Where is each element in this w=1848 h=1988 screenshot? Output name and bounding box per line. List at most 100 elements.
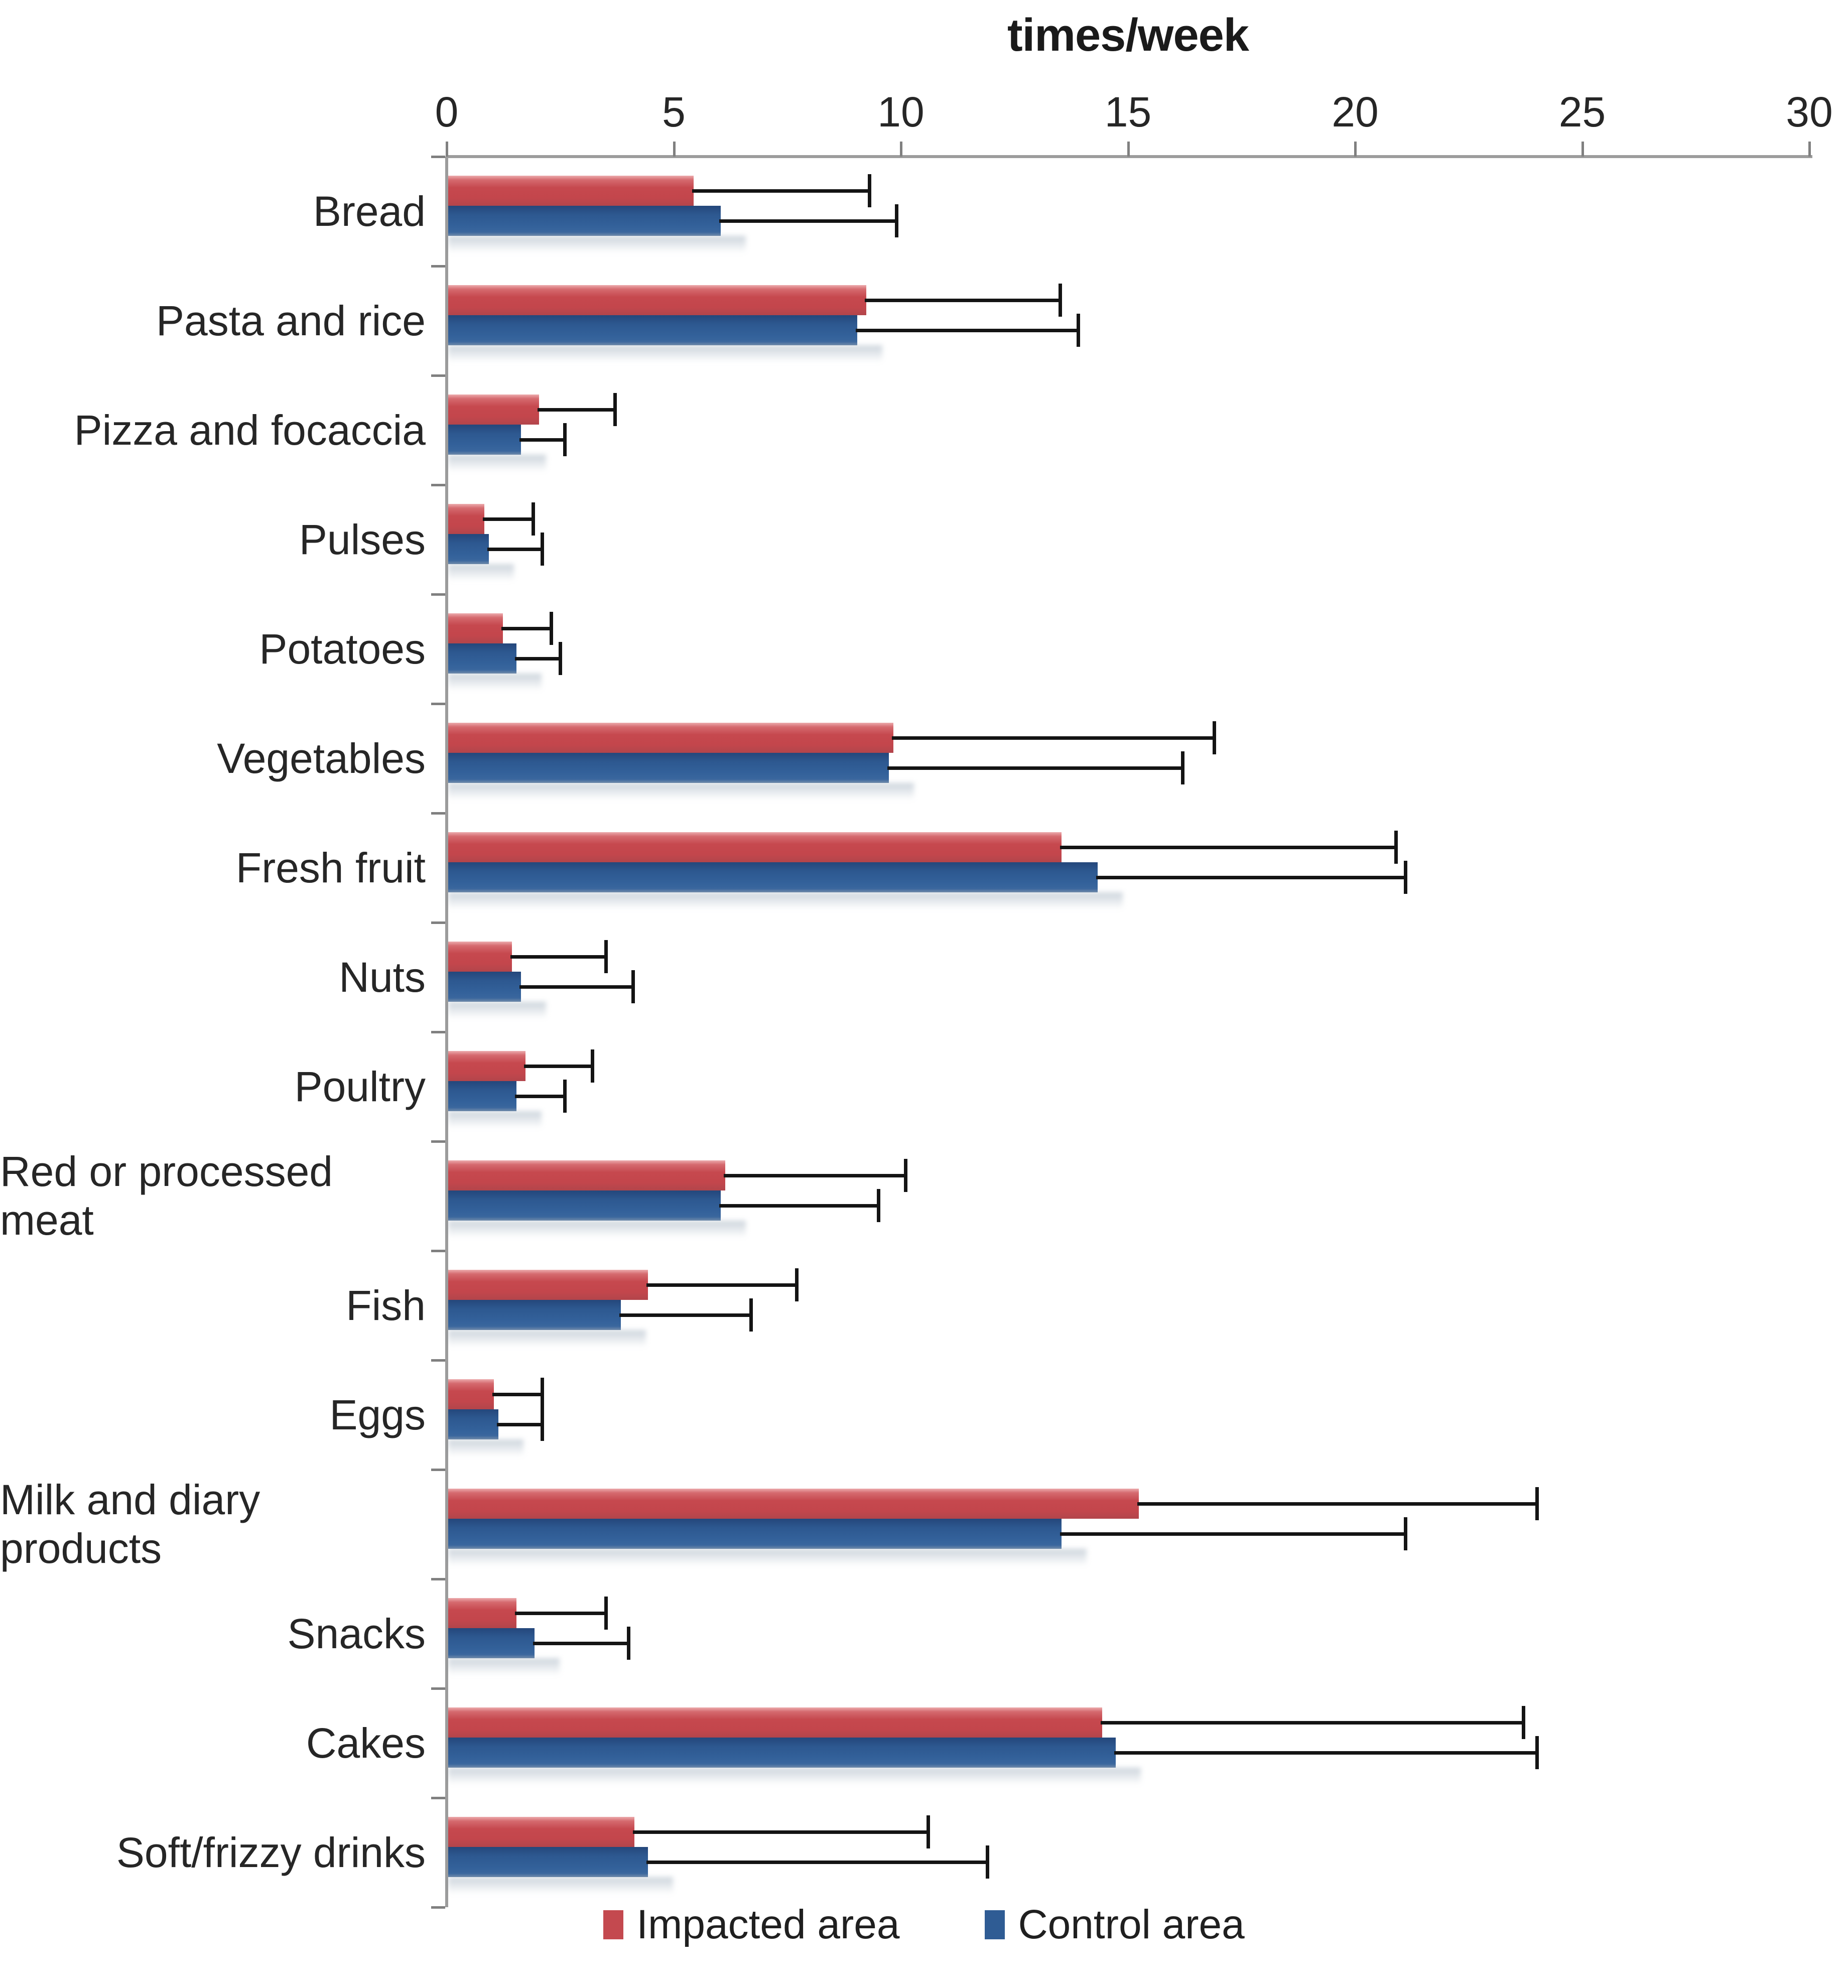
x-tick-label: 15 bbox=[1104, 88, 1152, 136]
control-area-bar bbox=[448, 1847, 648, 1877]
y-axis-tick bbox=[431, 156, 445, 158]
control-area-swatch bbox=[985, 1910, 1005, 1939]
y-axis-tick bbox=[431, 921, 445, 924]
control-area-bar bbox=[448, 753, 889, 783]
legend-label-control: Control area bbox=[1018, 1902, 1245, 1947]
impacted-area-bar bbox=[448, 1160, 726, 1190]
error-bar-cap bbox=[927, 1815, 931, 1848]
impacted-area-bar bbox=[448, 1817, 635, 1847]
impacted-area-bar bbox=[448, 832, 1062, 862]
error-bar-line bbox=[719, 1204, 878, 1208]
bar-shadow bbox=[448, 1439, 523, 1456]
y-axis-tick bbox=[431, 1906, 445, 1909]
error-bar-line bbox=[523, 1065, 592, 1068]
error-bar-cap bbox=[613, 393, 617, 426]
legend-label-impacted: Impacted area bbox=[636, 1902, 900, 1947]
category-label: Fresh fruit bbox=[235, 844, 426, 891]
y-axis-tick bbox=[431, 484, 445, 486]
error-bar-cap bbox=[1213, 721, 1217, 754]
legend: Impacted area Control area bbox=[0, 1901, 1848, 1948]
chart-title: times/week bbox=[1007, 10, 1249, 61]
control-area-bar bbox=[448, 1190, 721, 1221]
impacted-area-bar bbox=[448, 942, 512, 972]
error-bar-line bbox=[1060, 1532, 1405, 1536]
error-bar-line bbox=[510, 955, 606, 959]
error-bar-cap bbox=[1403, 1517, 1407, 1550]
error-bar-cap bbox=[795, 1268, 799, 1301]
x-tick-label: 20 bbox=[1332, 88, 1379, 136]
error-bar-line bbox=[692, 189, 869, 193]
control-area-bar bbox=[448, 315, 857, 345]
bar-shadow bbox=[448, 455, 546, 472]
x-tick-label: 5 bbox=[662, 88, 686, 136]
error-bar-line bbox=[519, 985, 633, 989]
category-label: Nuts bbox=[339, 953, 426, 1001]
y-axis-tick bbox=[431, 1578, 445, 1580]
control-area-bar bbox=[448, 206, 721, 236]
error-bar-line bbox=[483, 517, 533, 521]
error-bar-line bbox=[619, 1313, 751, 1317]
category-label: Snacks bbox=[287, 1610, 426, 1657]
impacted-area-bar bbox=[448, 176, 694, 206]
error-bar-cap bbox=[1535, 1487, 1539, 1520]
impacted-area-bar bbox=[448, 394, 539, 425]
control-area-bar bbox=[448, 1409, 498, 1439]
impacted-area-bar bbox=[448, 723, 893, 753]
category-label: Soft/frizzy drinks bbox=[116, 1828, 426, 1876]
error-bar-cap bbox=[563, 1080, 567, 1113]
bar-shadow bbox=[448, 236, 746, 253]
x-axis-tick bbox=[1354, 142, 1357, 157]
category-label: Cakes bbox=[306, 1719, 426, 1767]
x-axis-tick bbox=[673, 142, 676, 157]
x-tick-label: 10 bbox=[877, 88, 925, 136]
error-bar-line bbox=[724, 1174, 906, 1177]
error-bar-line bbox=[1096, 876, 1405, 879]
error-bar-line bbox=[855, 329, 1078, 332]
error-bar-cap bbox=[604, 940, 608, 973]
bar-shadow bbox=[448, 1111, 542, 1128]
error-bar-line bbox=[864, 299, 1060, 302]
error-bar-cap bbox=[894, 204, 898, 237]
category-label: Fish bbox=[346, 1281, 426, 1329]
category-label: Poultry bbox=[294, 1063, 426, 1110]
error-bar-cap bbox=[531, 502, 535, 536]
error-bar-line bbox=[533, 1642, 628, 1645]
error-bar-cap bbox=[867, 174, 871, 207]
y-axis-tick bbox=[431, 1031, 445, 1033]
error-bar-line bbox=[496, 1423, 543, 1426]
y-axis-tick bbox=[431, 703, 445, 705]
error-bar-line bbox=[887, 766, 1183, 770]
category-label: Vegetables bbox=[217, 734, 426, 782]
category-label: Red or processed meat bbox=[0, 1148, 333, 1244]
impacted-area-bar bbox=[448, 1707, 1103, 1738]
error-bar-line bbox=[646, 1283, 797, 1287]
y-axis-tick bbox=[431, 1140, 445, 1143]
error-bar-cap bbox=[904, 1159, 908, 1192]
control-area-bar bbox=[448, 425, 521, 455]
error-bar-line bbox=[487, 548, 543, 551]
x-axis-line bbox=[447, 155, 1812, 158]
bar-shadow bbox=[448, 1658, 560, 1675]
control-area-bar bbox=[448, 534, 489, 564]
y-axis-tick bbox=[431, 1687, 445, 1690]
control-area-bar bbox=[448, 862, 1098, 892]
error-bar-line bbox=[1114, 1751, 1537, 1755]
control-area-bar bbox=[448, 1081, 516, 1111]
error-bar-cap bbox=[541, 1408, 545, 1441]
error-bar-line bbox=[519, 438, 565, 442]
bar-shadow bbox=[448, 892, 1123, 909]
error-bar-cap bbox=[1394, 831, 1398, 864]
category-label: Eggs bbox=[329, 1391, 426, 1438]
x-tick-label: 25 bbox=[1558, 88, 1606, 136]
legend-item-control: Control area bbox=[985, 1901, 1245, 1948]
bar-shadow bbox=[448, 674, 542, 691]
y-axis-tick bbox=[431, 593, 445, 596]
error-bar-cap bbox=[1403, 861, 1407, 894]
error-bar-cap bbox=[876, 1189, 880, 1222]
bar-shadow bbox=[448, 1002, 546, 1019]
bar-shadow bbox=[448, 1330, 646, 1347]
error-bar-cap bbox=[1535, 1736, 1539, 1769]
error-bar-cap bbox=[985, 1845, 989, 1879]
x-tick-label: 0 bbox=[435, 88, 459, 136]
control-area-bar bbox=[448, 643, 516, 674]
